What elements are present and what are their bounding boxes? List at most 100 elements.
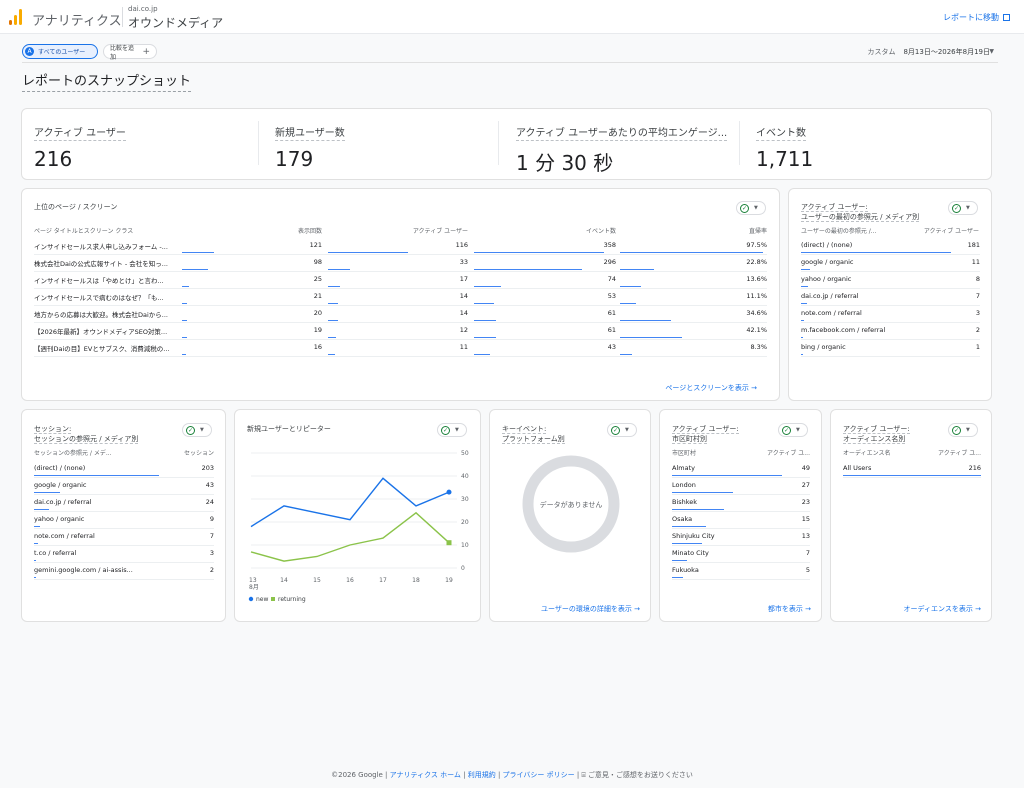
view-platform-details-link[interactable]: ユーザーの環境の詳細を表示 →: [541, 604, 640, 614]
card-options-button[interactable]: ✓ ▼: [948, 423, 978, 437]
value-bar: [672, 491, 733, 493]
table-row[interactable]: Bishkek 23: [672, 495, 810, 512]
table-row[interactable]: (direct) / (none) 203: [34, 461, 214, 478]
row-value: 8: [975, 275, 980, 283]
table-row[interactable]: t.co / referral 3: [34, 546, 214, 563]
row-value: 2: [209, 566, 214, 574]
privacy-link[interactable]: プライバシー ポリシー: [502, 771, 575, 779]
line-chart[interactable]: 50 40 30 20 10 0 13 14 15 16 17 18 19 8月 new returning: [235, 423, 482, 623]
table-row[interactable]: note.com / referral 7: [34, 529, 214, 546]
view-pages-link[interactable]: ページとスクリーンを表示 →: [665, 383, 757, 393]
go-to-report-link[interactable]: レポートに移動: [943, 12, 1010, 23]
view-audiences-link[interactable]: オーディエンスを表示 →: [904, 604, 981, 614]
table-row[interactable]: yahoo / organic 8: [801, 272, 980, 289]
col-header-views[interactable]: 表示回数: [297, 228, 322, 235]
platform-card: キーイベント: プラットフォーム別 ✓ ▼ データがありません ユーザーの環境の詳…: [489, 409, 651, 622]
table-row[interactable]: Fukuoka 5: [672, 563, 810, 580]
card-options-button[interactable]: ✓ ▼: [437, 423, 467, 437]
go-to-report-label: レポートに移動: [943, 13, 999, 22]
y-tick-label: 50: [461, 450, 469, 457]
col-header-active-users[interactable]: アクティブ ユーザー: [412, 228, 468, 235]
check-circle-icon: ✓: [952, 425, 961, 435]
table-row[interactable]: Osaka 15: [672, 512, 810, 529]
card-title: アクティブ ユーザー: オーディエンス名別: [843, 424, 910, 444]
col-header-bounce-rate[interactable]: 直帰率: [748, 228, 767, 235]
table-row[interactable]: 地方からの応募は大歓迎。株式会社Daiから... 20 14 61 34.6%: [34, 306, 767, 323]
table-row[interactable]: m.facebook.com / referral 2: [801, 323, 980, 340]
terms-link[interactable]: 利用規約: [467, 771, 496, 779]
value-bar: [672, 542, 702, 544]
table-row[interactable]: Shinjuku City 13: [672, 529, 810, 546]
table-row[interactable]: bing / organic 1: [801, 340, 980, 357]
copyright: ©2026 Google |: [331, 771, 388, 779]
col-header-source[interactable]: ユーザーの最初の参照元 /...: [801, 228, 877, 235]
property-name[interactable]: オウンドメディア: [128, 16, 224, 30]
row-label: yahoo / organic: [34, 515, 85, 523]
table-row[interactable]: All Users 216: [843, 461, 981, 478]
col-header-active-users[interactable]: アクティブ ユ...: [938, 450, 981, 457]
table-row[interactable]: London 27: [672, 478, 810, 495]
table-row[interactable]: インサイドセールス求人申し込みフォーム -... 121 116 358 97.5%: [34, 238, 767, 255]
all-users-chip[interactable]: A すべてのユーザー: [22, 44, 98, 59]
table-row[interactable]: 株式会社Daiの公式広報サイト - 会社を知っ... 98 33 296 22.8%: [34, 255, 767, 272]
analytics-logo-icon[interactable]: [9, 9, 23, 25]
view-cities-link[interactable]: 都市を表示 →: [768, 604, 811, 614]
card-options-button[interactable]: ✓ ▼: [182, 423, 212, 437]
add-comparison-button[interactable]: 比較を追加 +: [103, 44, 157, 61]
kpi-new-users[interactable]: 新規ユーザー数 179: [275, 121, 345, 171]
col-header-sessions[interactable]: セッション: [183, 450, 214, 457]
col-header-active-users[interactable]: アクティブ ユ...: [767, 450, 810, 457]
table-row[interactable]: 【2026年最新】オウンドメディアSEO対策... 19 12 61 42.1%: [34, 323, 767, 340]
col-header-source[interactable]: セッションの参照元 / メデ...: [34, 450, 112, 457]
row-page-title: インサイドセールス求人申し込みフォーム -...: [34, 243, 168, 251]
table-row[interactable]: インサイドセールスは「やめとけ」と言わ... 25 17 74 13.6%: [34, 272, 767, 289]
col-header-events[interactable]: イベント数: [585, 228, 616, 235]
card-title: 新規ユーザーとリピーター: [247, 425, 331, 433]
row-views: 121: [309, 241, 322, 249]
table-row[interactable]: note.com / referral 3: [801, 306, 980, 323]
analytics-home-link[interactable]: アナリティクス ホーム: [389, 771, 461, 779]
col-header-active-users[interactable]: アクティブ ユーザー: [923, 228, 979, 235]
col-header-page-title[interactable]: ページ タイトルとスクリーン クラス: [34, 228, 134, 235]
table-row[interactable]: gemini.google.com / ai-assis... 2: [34, 563, 214, 580]
kpi-avg-engagement[interactable]: アクティブ ユーザーあたりの平均エンゲージ... 1 分 30 秒: [516, 121, 728, 176]
card-options-button[interactable]: ✓ ▼: [948, 201, 978, 215]
card-options-button[interactable]: ✓ ▼: [778, 423, 808, 437]
row-label: dai.co.jp / referral: [801, 292, 859, 300]
table-row[interactable]: google / organic 11: [801, 255, 980, 272]
table-row[interactable]: dai.co.jp / referral 7: [801, 289, 980, 306]
table-row[interactable]: (direct) / (none) 181: [801, 238, 980, 255]
value-bar: [801, 319, 804, 321]
feedback-link[interactable]: ご意見・ご感想をお送りください: [587, 771, 693, 779]
value-bar: [34, 474, 159, 476]
chevron-down-icon: ▼: [625, 427, 629, 433]
table-row[interactable]: yahoo / organic 9: [34, 512, 214, 529]
all-users-label: すべてのユーザー: [38, 49, 86, 56]
date-range-picker[interactable]: カスタム 8月13日～2026年8月19日: [867, 47, 990, 57]
row-events: 358: [603, 241, 616, 249]
table-row[interactable]: インサイドセールスで病むのはなぜ？「も... 21 14 53 11.1%: [34, 289, 767, 306]
col-header-audience[interactable]: オーディエンス名: [843, 450, 891, 457]
chevron-down-icon[interactable]: ▼: [989, 48, 994, 55]
kpi-active-users[interactable]: アクティブ ユーザー 216: [34, 121, 126, 171]
chevron-down-icon: ▼: [966, 427, 970, 433]
card-title-line1: アクティブ ユーザー:: [843, 425, 910, 434]
account-name[interactable]: dai.co.jp: [128, 5, 158, 13]
row-value: 3: [209, 549, 214, 557]
row-label: Osaka: [672, 515, 693, 523]
kpi-event-count[interactable]: イベント数 1,711: [756, 121, 813, 171]
card-options-button[interactable]: ✓ ▼: [736, 201, 766, 215]
check-circle-icon: ✓: [611, 425, 620, 435]
table-row[interactable]: Minato City 7: [672, 546, 810, 563]
table-row[interactable]: dai.co.jp / referral 24: [34, 495, 214, 512]
table-row[interactable]: 【週刊Daiの目】EVとサブスク、消費減税の... 16 11 43 8.3%: [34, 340, 767, 357]
table-row[interactable]: Almaty 49: [672, 461, 810, 478]
col-header-city[interactable]: 市区町村: [672, 450, 697, 457]
table-row[interactable]: google / organic 43: [34, 478, 214, 495]
row-users: 116: [455, 241, 468, 249]
y-tick-label: 10: [461, 542, 469, 549]
card-title-line2: オーディエンス名別: [843, 435, 906, 444]
row-users: 11: [459, 343, 468, 351]
card-title-line1: アクティブ ユーザー:: [801, 203, 868, 212]
card-options-button[interactable]: ✓ ▼: [607, 423, 637, 437]
